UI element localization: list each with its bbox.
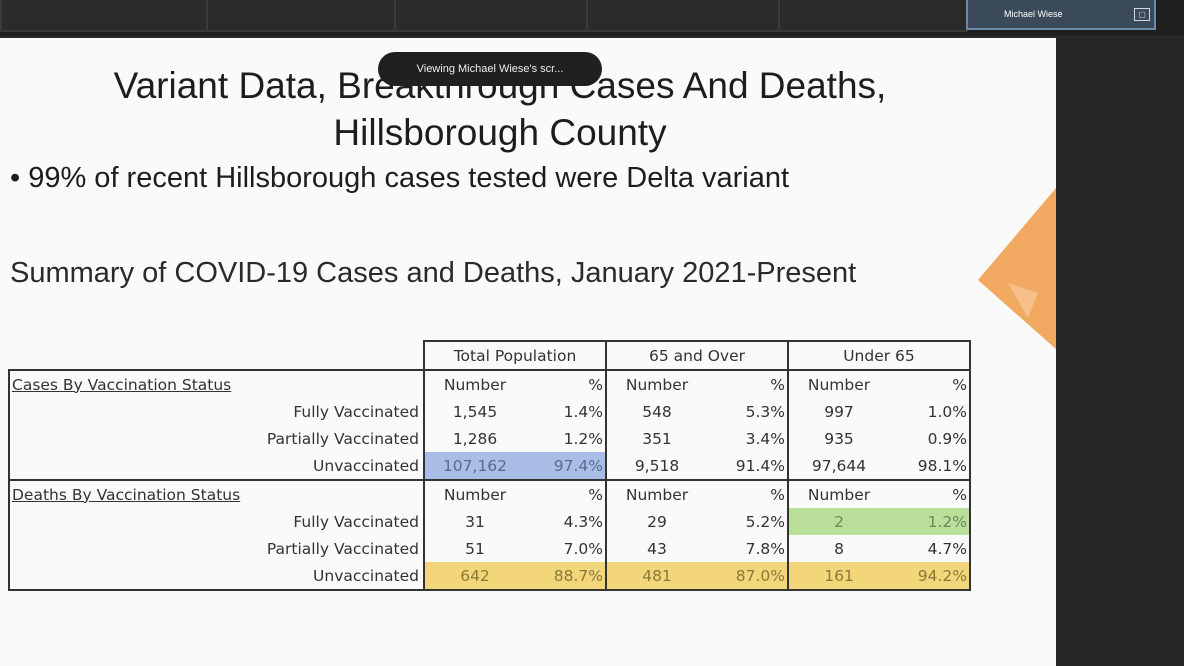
col-label: % [889, 369, 971, 398]
orange-decoration [978, 188, 1056, 350]
row-label: Partially Vaccinated [8, 425, 425, 452]
cell: 0.9% [889, 425, 971, 452]
row-label: Unvaccinated [8, 452, 425, 481]
cell: 97.4% [525, 452, 607, 481]
cell: 97,644 [788, 452, 889, 481]
cell: 7.0% [525, 535, 607, 562]
shared-slide: Variant Data, Breakthrough Cases And Dea… [0, 38, 1056, 666]
group-header: 65 and Over [605, 340, 789, 371]
cell: 87.0% [707, 562, 789, 591]
side-panel [1056, 38, 1184, 666]
title-line-2: Hillsborough County [333, 112, 667, 153]
table-row: Partially Vaccinated 51 7.0% 43 7.8% 8 4… [8, 535, 971, 562]
cell: 642 [424, 562, 525, 591]
video-thumbnail[interactable] [206, 0, 396, 32]
col-label: Number [443, 485, 507, 504]
group-header: Total Population [423, 340, 607, 371]
cell: 43 [647, 539, 667, 558]
cell: 1.0% [889, 398, 971, 425]
row-label: Partially Vaccinated [8, 535, 425, 562]
participant-name: Michael Wiese [1004, 9, 1063, 19]
row-label: Fully Vaccinated [8, 398, 425, 425]
table-row: Fully Vaccinated 1,545 1.4% 548 5.3% 997… [8, 398, 971, 425]
cell: 1,286 [452, 429, 498, 448]
cell: 481 [606, 562, 707, 591]
screen-share-icon: ▢ [1134, 8, 1150, 21]
table-row: Fully Vaccinated 31 4.3% 29 5.2% 2 1.2% [8, 508, 971, 535]
cell: 9,518 [606, 452, 707, 481]
cell: 91.4% [707, 452, 789, 481]
cell: 548 [642, 402, 672, 421]
screen-share-tooltip[interactable]: Viewing Michael Wiese's scr... [378, 52, 602, 86]
col-label: Number [606, 369, 707, 398]
cell: 351 [642, 429, 672, 448]
covid-summary-table: Total Population 65 and Over Under 65 Ca… [8, 340, 971, 591]
video-thumbnail[interactable] [586, 0, 780, 32]
cell: 4.7% [889, 535, 971, 562]
cell: 1.2% [525, 425, 607, 452]
cell: 997 [824, 402, 854, 421]
col-label: Number [625, 485, 689, 504]
table-row: Unvaccinated 642 88.7% 481 87.0% 161 94.… [8, 562, 971, 591]
cell: 107,162 [424, 452, 525, 481]
col-label: Number [807, 485, 871, 504]
cell: 29 [647, 512, 667, 531]
section-header-row: Cases By Vaccination Status Number % Num… [8, 369, 971, 398]
col-label: % [707, 369, 789, 398]
cell: 98.1% [889, 452, 971, 481]
cell: 88.7% [525, 562, 607, 591]
participant-thumbnail[interactable]: Michael Wiese ▢ [966, 0, 1156, 30]
col-label: % [525, 369, 607, 398]
video-thumbnail[interactable] [0, 0, 208, 32]
cell: 7.8% [707, 535, 789, 562]
cell: 5.3% [707, 398, 789, 425]
col-label: % [525, 480, 607, 508]
cell: 5.2% [707, 508, 789, 535]
video-thumbnail[interactable] [778, 0, 968, 32]
section-heading: Deaths By Vaccination Status [8, 480, 425, 508]
section-heading: Cases By Vaccination Status [8, 369, 425, 398]
cell: 3.4% [707, 425, 789, 452]
cell: 31 [465, 512, 485, 531]
row-label: Unvaccinated [8, 562, 425, 591]
cell: 1.4% [525, 398, 607, 425]
cell: 1.2% [889, 508, 971, 535]
cell: 4.3% [525, 508, 607, 535]
group-header: Under 65 [787, 340, 971, 371]
slide-bullet: • 99% of recent Hillsborough cases teste… [10, 162, 790, 194]
row-label: Fully Vaccinated [8, 508, 425, 535]
cell: 8 [834, 539, 844, 558]
section-header-row: Deaths By Vaccination Status Number % Nu… [8, 480, 971, 508]
col-label: % [889, 480, 971, 508]
cell: 2 [788, 508, 889, 535]
table-row: Unvaccinated 107,162 97.4% 9,518 91.4% 9… [8, 452, 971, 481]
col-label: % [707, 480, 789, 508]
col-label: Number [424, 369, 525, 398]
video-thumbnail[interactable] [394, 0, 588, 32]
table-subtitle: Summary of COVID-19 Cases and Deaths, Ja… [10, 257, 857, 289]
cell: 51 [465, 539, 485, 558]
cell: 161 [788, 562, 889, 591]
table-row: Partially Vaccinated 1,286 1.2% 351 3.4%… [8, 425, 971, 452]
cell: 94.2% [889, 562, 971, 591]
meeting-top-bar: Michael Wiese ▢ [0, 0, 1184, 36]
cell: 1,545 [452, 402, 498, 421]
col-label: Number [788, 369, 889, 398]
cell: 935 [824, 429, 854, 448]
table-header-row: Total Population 65 and Over Under 65 [9, 340, 971, 371]
